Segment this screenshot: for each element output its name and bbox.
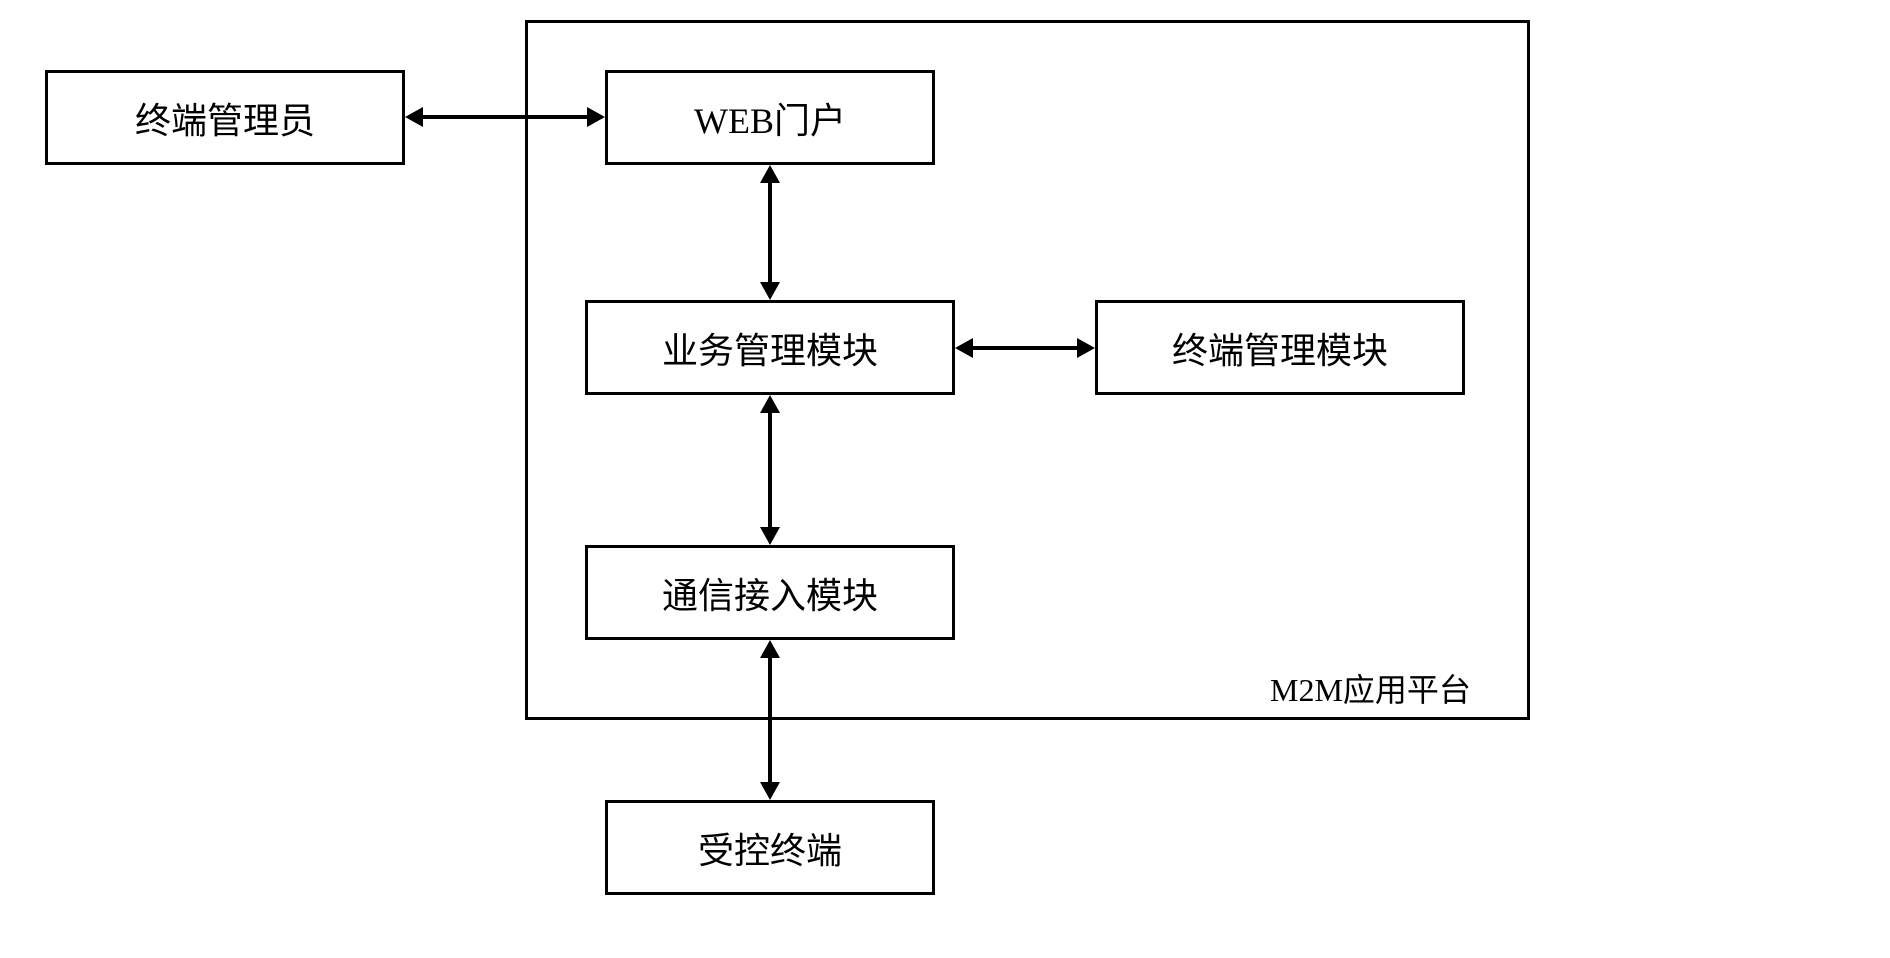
web-portal-box: WEB门户 — [605, 70, 935, 165]
arrow-business-terminal — [973, 346, 1077, 350]
arrow-business-comm-up — [760, 395, 780, 413]
terminal-mgmt-label: 终端管理模块 — [1172, 322, 1388, 374]
arrow-admin-portal — [423, 115, 587, 119]
arrow-business-terminal-right — [1077, 338, 1095, 358]
arrow-comm-controlled — [768, 658, 772, 782]
web-portal-label: WEB门户 — [694, 92, 846, 144]
arrow-portal-business-up — [760, 165, 780, 183]
arrow-admin-portal-left — [405, 107, 423, 127]
arrow-business-comm-down — [760, 527, 780, 545]
controlled-terminal-box: 受控终端 — [605, 800, 935, 895]
arrow-comm-controlled-down — [760, 782, 780, 800]
controlled-terminal-label: 受控终端 — [698, 822, 842, 874]
comm-access-box: 通信接入模块 — [585, 545, 955, 640]
terminal-mgmt-box: 终端管理模块 — [1095, 300, 1465, 395]
arrow-portal-business — [768, 183, 772, 282]
arrow-business-terminal-left — [955, 338, 973, 358]
arrow-portal-business-down — [760, 282, 780, 300]
business-mgmt-label: 业务管理模块 — [662, 322, 878, 374]
comm-access-label: 通信接入模块 — [662, 567, 878, 619]
terminal-admin-label: 终端管理员 — [135, 92, 315, 144]
business-mgmt-box: 业务管理模块 — [585, 300, 955, 395]
terminal-admin-box: 终端管理员 — [45, 70, 405, 165]
arrow-business-comm — [768, 413, 772, 527]
arrow-admin-portal-right — [587, 107, 605, 127]
arrow-comm-controlled-up — [760, 640, 780, 658]
platform-label: M2M应用平台 — [1270, 665, 1471, 711]
